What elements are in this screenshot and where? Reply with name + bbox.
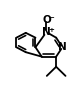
- Text: O: O: [42, 15, 51, 25]
- Text: N: N: [42, 27, 51, 37]
- Text: N: N: [58, 42, 67, 52]
- Text: −: −: [49, 15, 54, 21]
- Text: +: +: [48, 27, 54, 33]
